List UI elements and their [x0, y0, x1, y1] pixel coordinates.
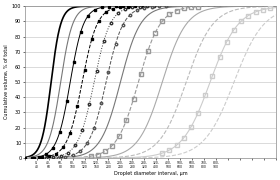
X-axis label: Droplet diameter interval, μm: Droplet diameter interval, μm	[113, 171, 187, 176]
Y-axis label: Cumulative volume, % of total: Cumulative volume, % of total	[4, 45, 9, 119]
